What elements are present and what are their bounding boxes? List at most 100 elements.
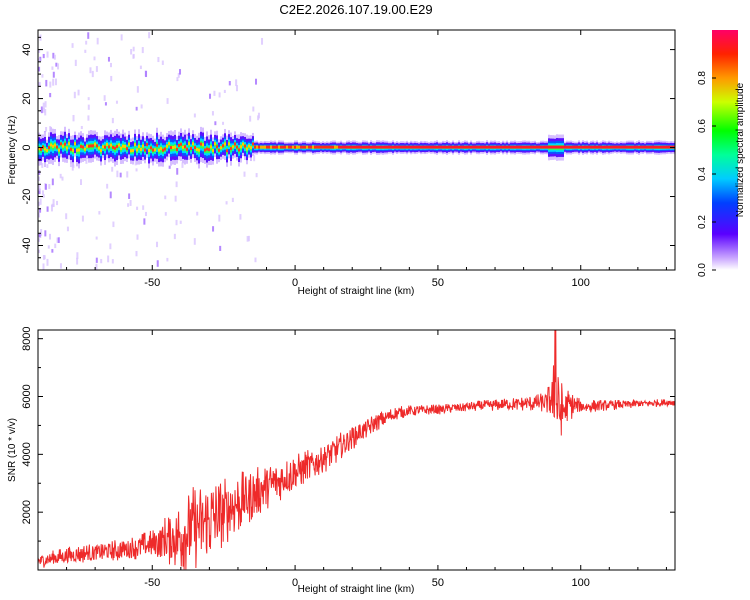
band-core	[464, 145, 466, 149]
noise-speckle	[181, 162, 184, 168]
noise-speckle	[56, 200, 59, 206]
band-core	[288, 145, 290, 149]
noise-speckle	[55, 62, 58, 67]
band-core	[660, 145, 662, 149]
x-tick-label: 100	[572, 277, 590, 289]
snr-x-label: Height of straight line (km)	[298, 584, 415, 595]
x-tick-label: 0	[292, 277, 298, 289]
noise-speckle	[104, 102, 107, 106]
noise-speckle	[52, 71, 55, 78]
band-core	[150, 146, 152, 150]
band-core	[318, 145, 320, 149]
noise-speckle	[119, 172, 122, 178]
noise-speckle	[56, 237, 59, 243]
noise-speckle	[136, 234, 139, 240]
noise-speckle	[85, 158, 88, 164]
band-core	[258, 145, 260, 149]
band-core	[446, 145, 448, 149]
noise-speckle	[174, 195, 177, 202]
band-core	[360, 145, 362, 149]
spectrogram-frame	[37, 29, 676, 271]
band-core	[210, 145, 212, 149]
noise-speckle	[179, 69, 182, 75]
band-core	[76, 148, 78, 152]
band-core	[592, 145, 594, 149]
band-core	[212, 149, 214, 153]
band-core	[276, 145, 278, 149]
noise-speckle	[52, 203, 55, 207]
band-core	[54, 143, 56, 147]
noise-speckle	[40, 229, 43, 237]
band-core	[126, 147, 128, 151]
y-tick-label: -40	[21, 238, 33, 254]
band-core	[296, 145, 298, 149]
noise-speckle	[38, 66, 41, 72]
band-core	[202, 143, 204, 147]
band-core	[430, 145, 432, 149]
band-core	[200, 142, 202, 146]
band-core	[46, 148, 48, 152]
noise-speckle	[148, 32, 151, 39]
band-core	[480, 145, 482, 149]
band-core	[608, 145, 610, 149]
band-core	[640, 145, 642, 149]
band-core	[366, 145, 368, 149]
band-core	[48, 146, 50, 150]
band-core	[58, 148, 60, 152]
noise-speckle	[222, 121, 225, 125]
band-core	[324, 145, 326, 149]
x-tick-label: 50	[432, 277, 444, 289]
noise-speckle	[76, 252, 79, 259]
band-core	[470, 145, 472, 149]
noise-speckle	[175, 219, 178, 226]
noise-speckle	[136, 86, 139, 93]
noise-speckle	[130, 49, 133, 55]
band-core	[52, 144, 54, 148]
noise-speckle	[252, 106, 255, 112]
band-core	[214, 142, 216, 146]
band-core	[546, 145, 548, 149]
y-tick-label: 0	[21, 144, 33, 150]
band-core	[550, 145, 552, 149]
band-core	[194, 146, 196, 150]
noise-speckle	[214, 121, 217, 126]
band-core	[310, 145, 312, 149]
band-core	[504, 145, 506, 149]
noise-speckle	[45, 126, 48, 132]
noise-speckle	[52, 52, 55, 59]
band-core	[236, 145, 238, 149]
noise-speckle	[164, 212, 167, 216]
band-core	[218, 148, 220, 152]
noise-speckle	[164, 195, 167, 200]
noise-speckle	[87, 115, 90, 121]
noise-speckle	[61, 176, 64, 181]
band-core	[574, 145, 576, 149]
band-core	[136, 148, 138, 152]
band-core	[204, 148, 206, 152]
band-core	[536, 145, 538, 149]
noise-speckle	[141, 47, 144, 54]
band-core	[96, 144, 98, 148]
noise-speckle	[254, 257, 257, 263]
band-core	[220, 146, 222, 150]
band-core	[518, 145, 520, 149]
band-core	[506, 145, 508, 149]
noise-speckle	[72, 114, 75, 122]
noise-speckle	[49, 233, 52, 240]
noise-speckle	[96, 37, 99, 45]
noise-speckle	[53, 54, 56, 60]
noise-speckle	[219, 245, 222, 251]
noise-speckle	[144, 211, 147, 217]
band-core	[298, 145, 300, 149]
band-core	[432, 145, 434, 149]
noise-speckle	[40, 106, 43, 114]
noise-speckle	[38, 170, 41, 175]
noise-speckle	[50, 204, 53, 212]
band-core	[230, 147, 232, 151]
band-core	[582, 145, 584, 149]
noise-speckle	[38, 58, 41, 62]
band-core	[616, 145, 618, 149]
noise-speckle	[38, 49, 41, 53]
band-core	[254, 145, 256, 149]
x-tick-label: -50	[144, 277, 160, 289]
